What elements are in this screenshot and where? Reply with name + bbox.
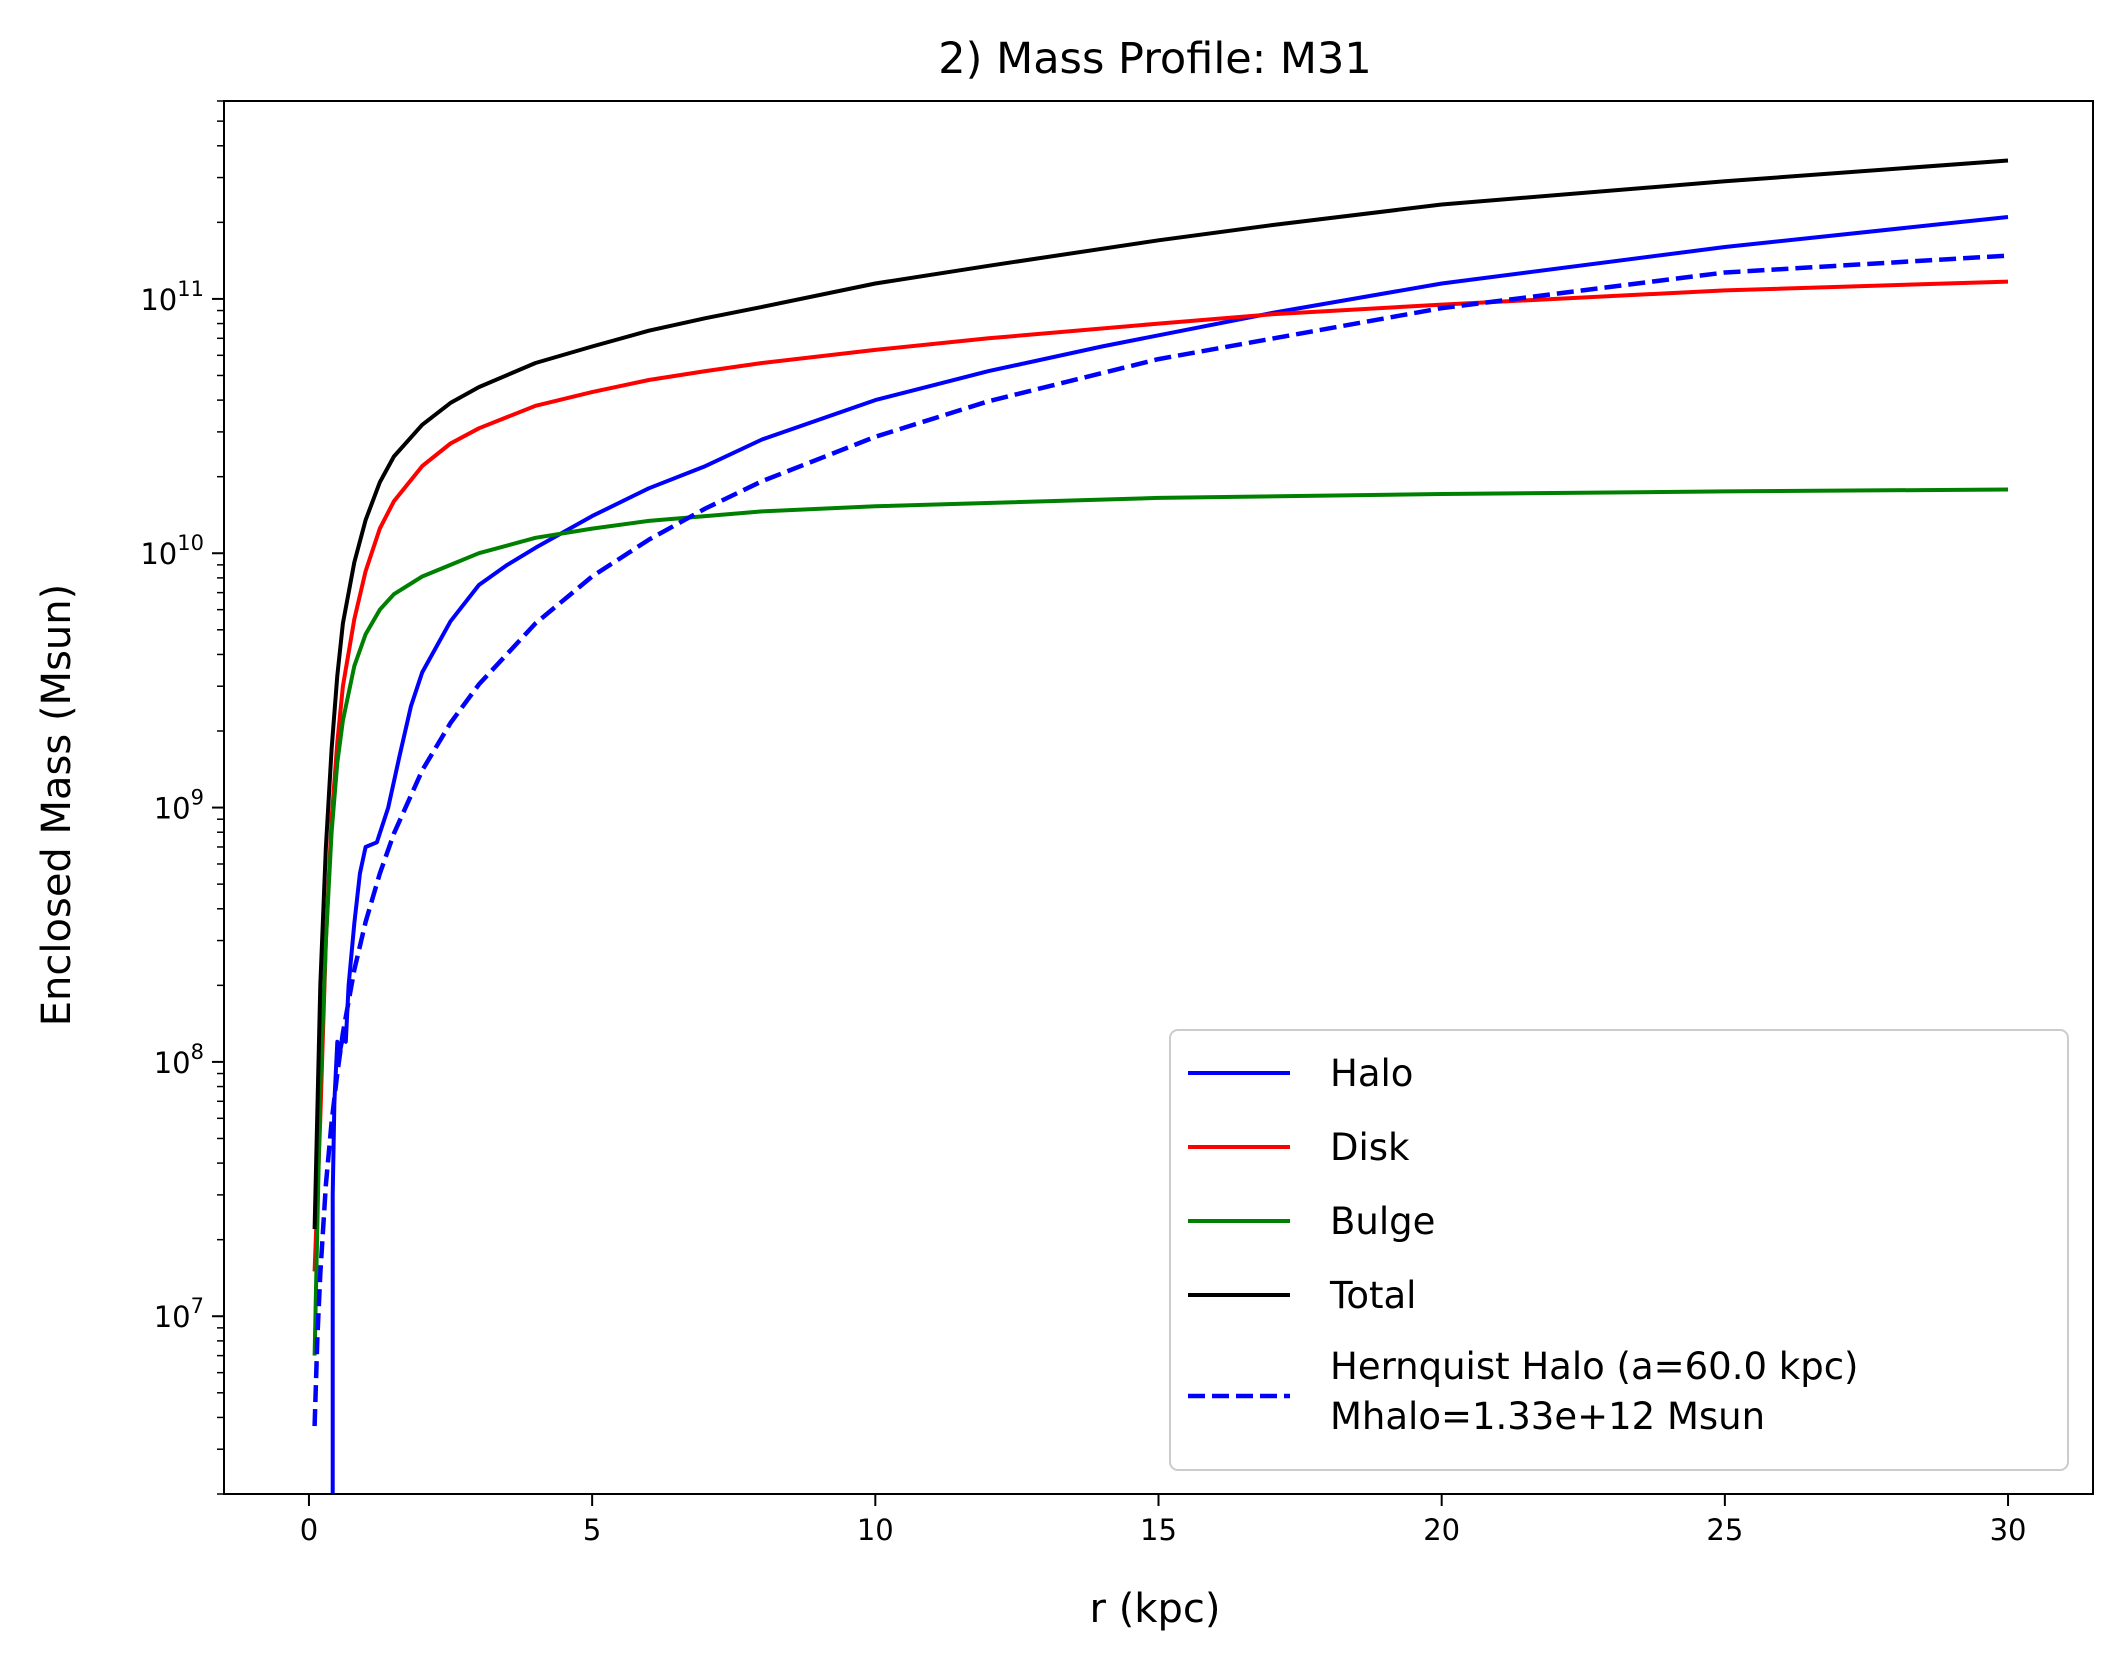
y-axis-label: Enclosed Mass (Msun) bbox=[34, 584, 80, 1026]
legend-label-disk: Disk bbox=[1330, 1126, 1410, 1169]
y-tick-label: 108 bbox=[154, 1040, 204, 1080]
y-axis-ticks: 107 108 109 1010 1011 bbox=[140, 100, 224, 1495]
legend-label-hernquist-line2: Mhalo=1.33e+12 Msun bbox=[1330, 1395, 1765, 1438]
x-tick-label: 0 bbox=[300, 1513, 318, 1547]
x-tick-label: 10 bbox=[857, 1513, 894, 1547]
legend-label-total: Total bbox=[1329, 1274, 1416, 1317]
x-tick-label: 25 bbox=[1706, 1513, 1743, 1547]
y-tick-label: 1011 bbox=[140, 277, 204, 317]
legend-box bbox=[1169, 1029, 2069, 1471]
y-tick-label: 1010 bbox=[140, 531, 204, 571]
legend: Halo Disk Bulge Total Hernquist Halo (a=60.… bbox=[1169, 1029, 2069, 1471]
y-tick-label: 109 bbox=[154, 786, 204, 826]
legend-label-halo: Halo bbox=[1330, 1052, 1413, 1095]
chart-title: 2) Mass Profile: M31 bbox=[938, 34, 1371, 84]
series-line-hernquist-halo-a-60-0-kpc-dashed bbox=[312, 253, 2009, 1427]
series-line-disk bbox=[312, 279, 2009, 1272]
x-axis-label: r (kpc) bbox=[1090, 1586, 1221, 1632]
x-axis-ticks: 0 5 10 15 20 25 30 bbox=[300, 1494, 2027, 1547]
x-tick-label: 30 bbox=[1990, 1513, 2027, 1547]
series-group bbox=[312, 158, 2009, 1494]
series-line-bulge bbox=[312, 487, 2009, 1356]
plot-area bbox=[223, 100, 2094, 1495]
x-tick-label: 5 bbox=[583, 1513, 601, 1547]
series-line-total bbox=[312, 158, 2009, 1230]
x-tick-label: 20 bbox=[1423, 1513, 1460, 1547]
y-tick-label: 107 bbox=[154, 1294, 204, 1334]
x-tick-label: 15 bbox=[1140, 1513, 1177, 1547]
legend-label-hernquist-line1: Hernquist Halo (a=60.0 kpc) bbox=[1330, 1345, 1858, 1388]
legend-label-bulge: Bulge bbox=[1330, 1200, 1435, 1243]
legend-entries: Halo Disk Bulge Total bbox=[1188, 1052, 1435, 1317]
